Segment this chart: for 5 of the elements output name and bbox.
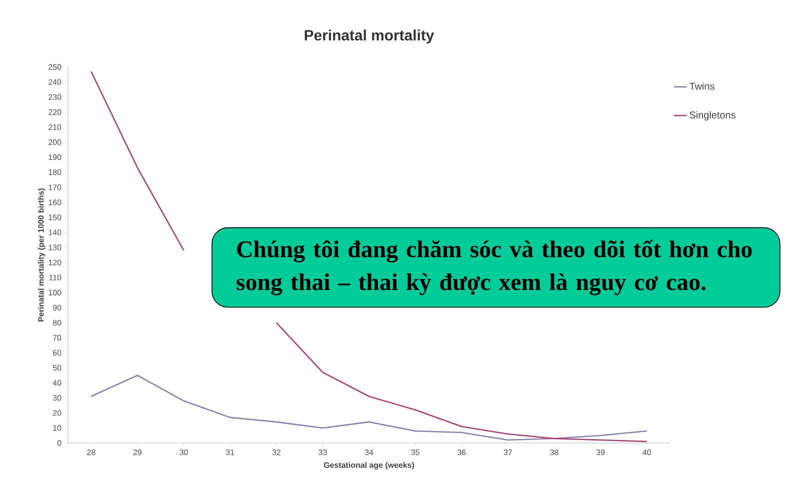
line-series — [90, 374, 648, 441]
chart-title: Perinatal mortality — [304, 30, 434, 44]
legend-label: Singletons — [690, 111, 736, 120]
annotation: Chúng tôi đang chăm sóc và theo dõi tốt hơn cho song thai – thai kỳ được xem là nguy cơ cao. — [236, 240, 752, 296]
legend-label: Twins — [689, 82, 714, 90]
